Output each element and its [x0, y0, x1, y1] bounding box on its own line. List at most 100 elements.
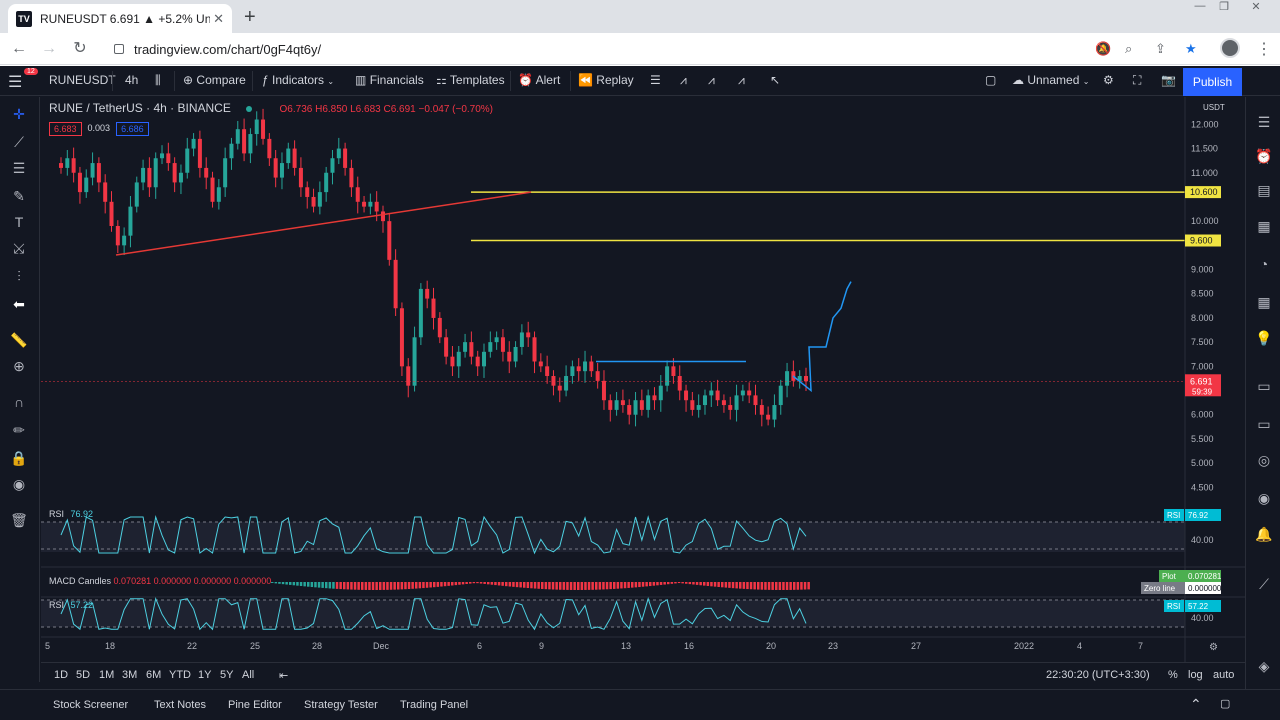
- replay-button[interactable]: ⏪ Replay: [578, 73, 634, 87]
- settings-gear-icon[interactable]: ⚙: [1103, 73, 1114, 87]
- rsi2-legend[interactable]: RSI 57.22: [49, 600, 93, 610]
- notifications-blocked-icon[interactable]: 🔕: [1095, 41, 1112, 56]
- chart-area[interactable]: USDT 12.000 11.500 11.000 10.000 9.000 8.500 8.…: [41, 97, 1245, 680]
- address-bar[interactable]: tradingview.com/chart/0gF4qt6y/: [106, 37, 1216, 61]
- prediction-tool-icon[interactable]: ⫶: [17, 268, 21, 284]
- ruler-icon[interactable]: 📏: [10, 332, 28, 348]
- support-icon[interactable]: ◎: [1257, 452, 1271, 468]
- browser-menu-icon[interactable]: ⋮: [1256, 41, 1272, 58]
- text-tool-icon[interactable]: T: [14, 214, 24, 230]
- templates-button[interactable]: ⚏ Templates: [436, 73, 505, 87]
- zero-axis-tag: Zero line: [1144, 584, 1176, 593]
- candle-body: [684, 390, 689, 401]
- minimize-icon[interactable]: —: [1194, 0, 1206, 12]
- timeframe-6m[interactable]: 6M: [146, 669, 162, 681]
- symbol-label[interactable]: RUNE / TetherUS · 4h · BINANCE: [49, 101, 231, 115]
- layout-select-icon[interactable]: ▢: [985, 73, 997, 87]
- chart-canvas[interactable]: USDT 12.000 11.500 11.000 10.000 9.000 8.500 8.…: [41, 97, 1245, 680]
- ideas-lightbulb-icon[interactable]: 💡: [1255, 330, 1273, 346]
- streams-icon[interactable]: ◉: [1257, 490, 1271, 506]
- financials-button[interactable]: ▥ Financials: [355, 73, 424, 87]
- timeframe-1y[interactable]: 1Y: [198, 669, 212, 681]
- trash-icon[interactable]: 🗑: [10, 512, 28, 528]
- alert-button[interactable]: ⏰ Alert: [518, 73, 560, 87]
- pattern-icon[interactable]: ⩘: [680, 73, 687, 87]
- window-close-icon[interactable]: ✕: [1251, 1, 1261, 13]
- brush-tool-icon[interactable]: ✎: [13, 188, 25, 204]
- browser-tab[interactable]: TV RUNEUSDT 6.691 ▲ +5.2% Unna ✕: [8, 4, 232, 33]
- notifications-bell-icon[interactable]: 🔔: [1255, 526, 1273, 542]
- share-icon[interactable]: ⇪: [1155, 41, 1166, 56]
- timeframe-ytd[interactable]: YTD: [169, 669, 191, 681]
- buy-button[interactable]: 6.686: [116, 122, 149, 136]
- back-icon[interactable]: ←: [11, 40, 27, 57]
- back-arrow-icon[interactable]: ⬅: [13, 296, 25, 312]
- timeframe-all[interactable]: All: [242, 669, 255, 681]
- lock-drawing-icon[interactable]: ✏: [13, 422, 25, 438]
- timeframe-3m[interactable]: 3M: [122, 669, 138, 681]
- tab-strategy-tester[interactable]: Strategy Tester: [304, 699, 378, 711]
- eye-icon[interactable]: ◉: [12, 476, 26, 492]
- interval-button[interactable]: 4h: [125, 73, 139, 87]
- symbol-search-button[interactable]: RUNEUSDT: [49, 73, 116, 87]
- layout-name-button[interactable]: ☁ Unnamed ⌄: [1012, 73, 1089, 87]
- main-menu-icon[interactable]: ☰: [8, 74, 23, 91]
- pattern-xabcd-icon[interactable]: ⩘: [708, 73, 715, 87]
- macd-legend[interactable]: MACD Candles 0.070281 0.000000 0.000000 …: [49, 576, 271, 586]
- log-toggle[interactable]: log: [1188, 669, 1203, 681]
- tab-text-notes[interactable]: Text Notes: [154, 699, 206, 711]
- cursor-icon[interactable]: ↖: [770, 73, 781, 87]
- hotlist-fire-icon[interactable]: ◔: [1259, 256, 1269, 272]
- restore-icon[interactable]: ❐: [1219, 1, 1229, 13]
- drawing-toolbar-icon[interactable]: ☰: [650, 73, 661, 87]
- clock-display[interactable]: 22:30:20 (UTC+3:30): [1046, 669, 1150, 681]
- candle-type-icon[interactable]: ⫼: [155, 73, 161, 87]
- calendar-icon[interactable]: ▦: [1257, 294, 1271, 310]
- forward-icon[interactable]: →: [41, 40, 57, 57]
- fullscreen-icon[interactable]: ⛶: [1133, 73, 1142, 87]
- timeframe-5d[interactable]: 5D: [76, 669, 91, 681]
- crosshair-icon[interactable]: ✛: [13, 106, 25, 122]
- candle-body: [399, 308, 404, 367]
- layers-icon[interactable]: ◈: [1258, 658, 1270, 674]
- chat-icon[interactable]: ▭: [1257, 378, 1271, 394]
- tab-close-icon[interactable]: ✕: [213, 10, 224, 26]
- new-tab-icon[interactable]: +: [244, 6, 256, 28]
- alerts-clock-icon[interactable]: ⏰: [1255, 148, 1273, 164]
- messages-icon[interactable]: ▭: [1257, 416, 1271, 432]
- news-icon[interactable]: ▦: [1257, 218, 1271, 234]
- trendline-tool-icon[interactable]: ⟋: [14, 134, 24, 150]
- timeframe-1m[interactable]: 1M: [99, 669, 115, 681]
- camera-icon[interactable]: 📷: [1161, 73, 1176, 87]
- bookmark-star-icon[interactable]: ★: [1185, 41, 1197, 56]
- compare-button[interactable]: ⊕ Compare: [183, 73, 246, 87]
- pattern-tool-icon[interactable]: ⤩: [13, 240, 25, 256]
- zoom-in-icon[interactable]: ⊕: [13, 358, 25, 374]
- percent-toggle[interactable]: %: [1168, 669, 1178, 681]
- maximize-panel-icon[interactable]: ▢: [1220, 698, 1231, 710]
- collapse-chevron-up-icon[interactable]: ⌃: [1190, 696, 1202, 712]
- auto-toggle[interactable]: auto: [1213, 669, 1235, 681]
- profile-avatar[interactable]: [1220, 38, 1240, 58]
- tab-pine-editor[interactable]: Pine Editor: [228, 699, 282, 711]
- watchlist-icon[interactable]: ☰: [1257, 114, 1271, 130]
- rsi2-axis-value: 57.22: [1188, 602, 1209, 611]
- magnet-icon[interactable]: ∩: [13, 394, 25, 410]
- pattern-abcd-icon[interactable]: ⩘: [738, 73, 745, 87]
- tab-stock-screener[interactable]: Stock Screener: [53, 699, 129, 711]
- rsi1-legend[interactable]: RSI 76.92: [49, 509, 93, 519]
- timeframe-1d[interactable]: 1D: [54, 669, 69, 681]
- lock-icon[interactable]: 🔒: [10, 450, 28, 466]
- tab-trading-panel[interactable]: Trading Panel: [400, 699, 469, 711]
- reload-icon[interactable]: ↻: [73, 40, 87, 57]
- macd-bar: [710, 582, 713, 587]
- date-range-icon[interactable]: ⇤: [279, 670, 289, 682]
- timeframe-5y[interactable]: 5Y: [220, 669, 234, 681]
- publish-button[interactable]: Publish: [1183, 68, 1242, 96]
- sell-button[interactable]: 6.683: [49, 122, 82, 136]
- data-window-icon[interactable]: ▤: [1257, 182, 1271, 198]
- zoom-icon[interactable]: ⌕: [1125, 41, 1133, 56]
- fib-tool-icon[interactable]: ☰: [12, 160, 26, 176]
- indicators-button[interactable]: ƒ Indicators ⌄: [262, 73, 334, 87]
- trend-icon[interactable]: ⟋: [1259, 576, 1269, 592]
